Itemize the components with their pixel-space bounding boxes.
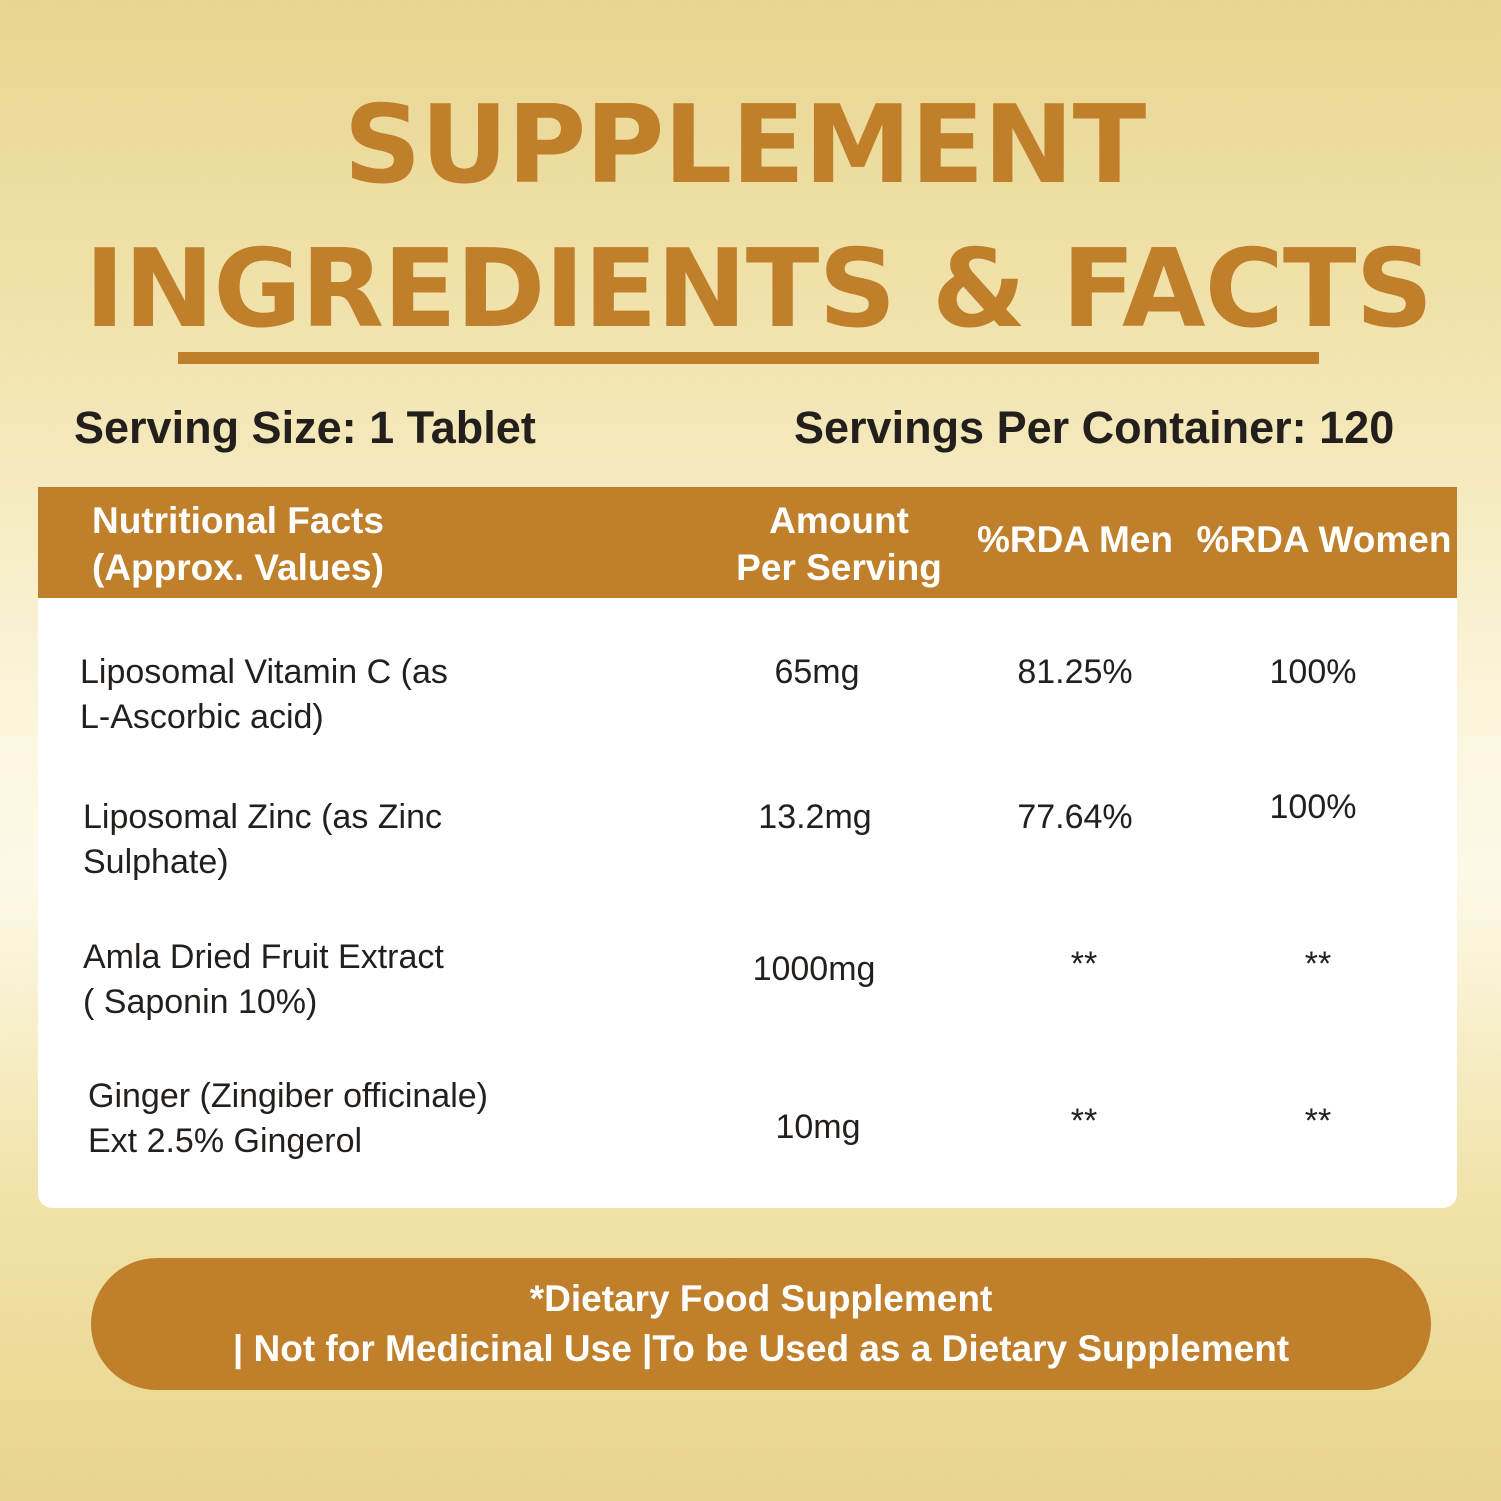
row-rda-women: ** (1304, 945, 1332, 983)
row-rda-women: 100% (1269, 653, 1357, 691)
row-amount: 65mg (774, 653, 860, 691)
page-title-line-1: SUPPLEMENT (343, 83, 1147, 208)
row-name-line-1: Liposomal Zinc (as Zinc (83, 798, 443, 836)
header-rda-women: %RDA Women (1196, 519, 1452, 560)
row-amount: 10mg (775, 1108, 861, 1146)
row-name-line-2: L-Ascorbic acid) (80, 698, 324, 736)
header-nutritional-facts-line-2: (Approx. Values) (92, 547, 384, 588)
row-rda-women: ** (1304, 1102, 1332, 1140)
row-rda-men: ** (1070, 1102, 1098, 1140)
table-row-name: Liposomal Zinc (as Zinc Sulphate) (83, 795, 442, 885)
row-amount: 1000mg (752, 950, 876, 988)
row-name-line-2: Ext 2.5% Gingerol (88, 1122, 363, 1160)
disclaimer-line-1: *Dietary Food Supplement (529, 1278, 993, 1319)
disclaimer-banner: *Dietary Food Supplement | Not for Medic… (91, 1258, 1431, 1390)
table-row-name: Liposomal Vitamin C (as L-Ascorbic acid) (80, 650, 448, 740)
row-rda-men: 81.25% (1017, 653, 1133, 691)
row-amount: 13.2mg (758, 798, 872, 836)
nutrition-facts-table: Nutritional Facts (Approx. Values) Amoun… (38, 487, 1457, 1208)
table-row-name: Ginger (Zingiber officinale) Ext 2.5% Gi… (88, 1074, 488, 1164)
header-amount-line-1: Amount (769, 500, 909, 541)
row-rda-men: 77.64% (1017, 798, 1133, 836)
row-name-line-2: ( Saponin 10%) (83, 983, 318, 1021)
header-nutritional-facts-line-1: Nutritional Facts (92, 500, 384, 541)
table-header: Nutritional Facts (Approx. Values) Amoun… (38, 487, 1457, 598)
row-rda-men: ** (1070, 945, 1098, 983)
header-amount-line-2: Per Serving (736, 547, 942, 588)
disclaimer-line-2: | Not for Medicinal Use |To be Used as a… (232, 1328, 1290, 1369)
header-rda-men: %RDA Men (977, 519, 1173, 560)
title-underline (178, 352, 1319, 364)
row-name-line-1: Liposomal Vitamin C (as (80, 653, 448, 691)
row-name-line-1: Amla Dried Fruit Extract (83, 938, 444, 976)
row-name-line-2: Sulphate) (83, 843, 229, 881)
row-name-line-1: Ginger (Zingiber officinale) (88, 1077, 488, 1115)
serving-size-label: Serving Size: 1 Tablet (74, 402, 536, 453)
header-nutritional-facts: Nutritional Facts (Approx. Values) (92, 497, 384, 591)
row-rda-women: 100% (1269, 788, 1357, 826)
page-title-line-2: INGREDIENTS & FACTS (84, 227, 1434, 352)
table-row-name: Amla Dried Fruit Extract ( Saponin 10%) (83, 935, 444, 1025)
header-amount-per-serving: Amount Per Serving (729, 497, 949, 591)
servings-per-container-label: Servings Per Container: 120 (794, 402, 1395, 453)
